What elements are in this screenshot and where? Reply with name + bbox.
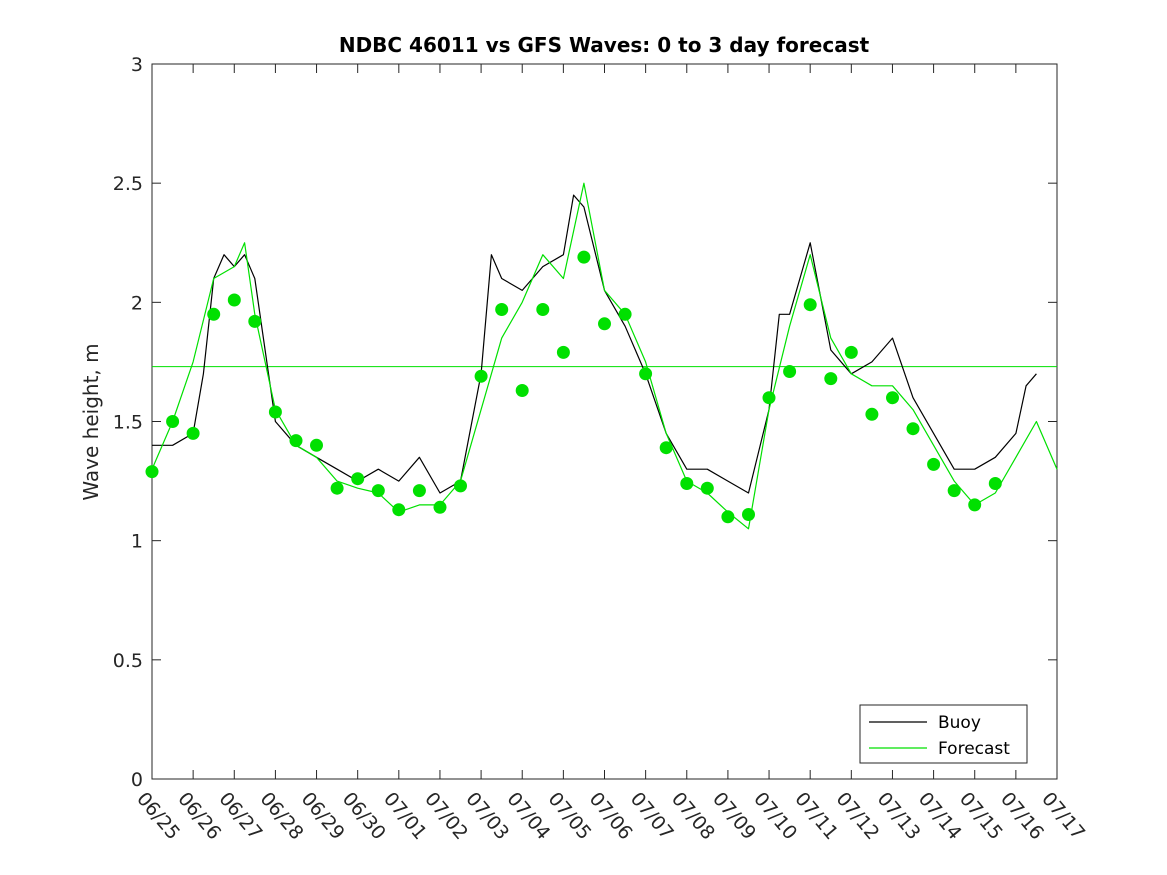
forecast-marker-point	[742, 508, 755, 521]
forecast-marker-point	[639, 367, 653, 381]
forecast-marker-point	[248, 314, 262, 328]
x-tick-label: 07/16	[996, 788, 1048, 844]
y-tick-label: 1	[131, 531, 143, 553]
x-tick-label: 06/29	[297, 788, 349, 844]
forecast-marker-point	[330, 481, 344, 495]
x-tick-label: 07/17	[1037, 788, 1089, 844]
forecast-marker-point	[906, 422, 920, 436]
legend-box	[859, 704, 1028, 764]
forecast-marker-point	[268, 405, 282, 419]
forecast-marker-point	[988, 477, 1002, 490]
y-tick-label: 2	[131, 292, 143, 314]
x-tick-label: 06/26	[173, 788, 225, 844]
forecast-marker-point	[536, 303, 550, 316]
forecast-marker-point	[803, 298, 817, 312]
x-tick-label: 07/12	[831, 788, 883, 844]
forecast-marker-point	[700, 481, 714, 495]
forecast-marker-point	[577, 250, 591, 264]
x-tick-label: 07/09	[708, 788, 760, 844]
forecast-marker-point	[783, 365, 797, 378]
x-tick-label: 07/15	[955, 788, 1007, 844]
legend: Buoy Forecast	[859, 704, 1028, 764]
forecast-marker-point	[351, 472, 365, 486]
y-axis-label: Wave height, m	[79, 343, 103, 500]
forecast-marker-point	[412, 484, 426, 498]
x-tick-label: 07/02	[420, 788, 472, 844]
forecast-marker-point	[207, 307, 221, 321]
y-tick-label: 0	[131, 769, 143, 791]
y-tick-label: 3	[131, 54, 143, 76]
y-tick-label: 0.5	[113, 650, 143, 672]
x-tick-label: 07/10	[749, 788, 801, 844]
buoy-series-line	[152, 194, 1037, 494]
axes-box	[151, 63, 1058, 780]
forecast-marker-point	[310, 438, 323, 452]
x-tick-label: 07/13	[873, 788, 925, 844]
legend-label: Forecast	[938, 739, 1010, 759]
forecast-marker-point	[515, 384, 529, 397]
x-tick-label: 07/03	[461, 788, 513, 844]
x-tick-label: 06/27	[214, 788, 266, 844]
forecast-marker-point	[886, 391, 899, 405]
x-tick-label: 06/30	[338, 788, 390, 844]
forecast-marker-point	[598, 317, 611, 331]
x-tick-label: 06/25	[132, 788, 184, 844]
x-tick-label: 07/04	[502, 788, 554, 844]
forecast-marker-point	[454, 479, 467, 493]
x-tick-label: 07/01	[379, 788, 431, 844]
forecast-marker-point	[166, 415, 180, 428]
x-tick-label: 07/11	[790, 788, 842, 844]
x-tick-label: 07/05	[544, 788, 596, 844]
x-tick-label: 07/06	[585, 788, 637, 844]
y-tick-label: 1.5	[113, 412, 143, 434]
forecast-marker-point	[721, 510, 735, 524]
forecast-marker-point	[762, 391, 776, 405]
forecast-marker-point	[145, 465, 159, 479]
forecast-marker-point	[680, 477, 694, 490]
forecast-marker-point	[474, 369, 488, 383]
forecast-series-line	[151, 182, 1058, 530]
forecast-marker-point	[289, 434, 303, 448]
y-tick-label: 2.5	[113, 173, 143, 195]
forecast-marker-point	[371, 484, 385, 498]
x-tick-label: 07/08	[667, 788, 719, 844]
forecast-marker-point	[824, 372, 838, 386]
legend-label: Buoy	[938, 713, 981, 733]
forecast-marker-point	[495, 303, 509, 316]
forecast-marker-point	[392, 503, 406, 517]
forecast-marker-point	[227, 293, 241, 307]
x-tick-label: 06/28	[256, 788, 308, 844]
forecast-marker-point	[947, 484, 961, 498]
x-tick-label: 07/07	[626, 788, 678, 844]
forecast-marker-point	[865, 407, 879, 421]
forecast-marker-point	[556, 345, 570, 359]
x-tick-label: 07/14	[914, 788, 966, 844]
forecast-marker-point	[844, 345, 858, 359]
forecast-marker-point	[618, 307, 632, 321]
forecast-marker-point	[968, 498, 982, 512]
forecast-marker-point	[927, 457, 941, 471]
forecast-marker-point	[433, 500, 447, 514]
chart-title: NDBC 46011 vs GFS Waves: 0 to 3 day fore…	[339, 33, 870, 57]
forecast-marker-point	[659, 441, 673, 455]
forecast-marker-point	[186, 426, 200, 440]
